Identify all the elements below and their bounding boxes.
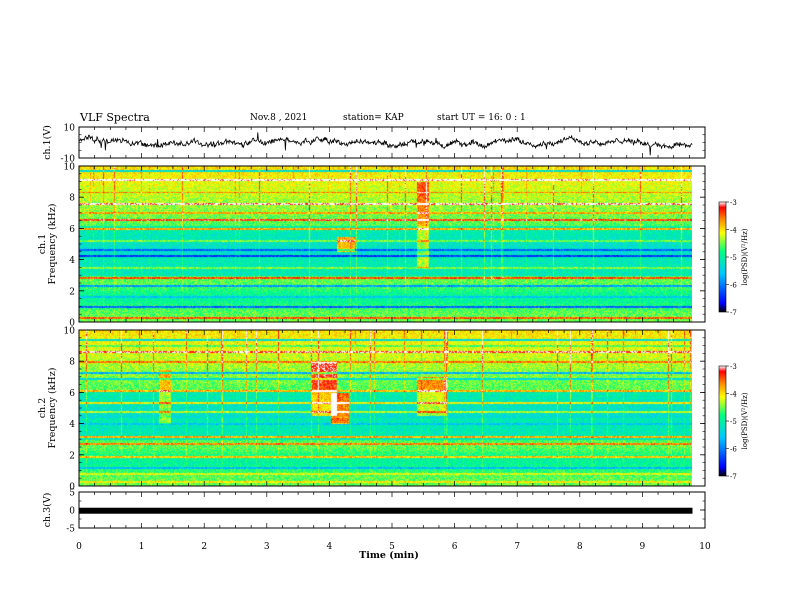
y-tick-label: 6 — [69, 225, 75, 235]
y-tick-label: 10 — [64, 327, 76, 337]
ch3-waveform-band — [79, 507, 693, 514]
y-axis-label: ch.1 — [37, 234, 48, 255]
x-tick-label: 7 — [514, 542, 520, 552]
x-tick-label: 2 — [201, 542, 207, 552]
y-tick-label: -10 — [61, 155, 76, 165]
colorbar-tick-label: -4 — [730, 391, 737, 399]
x-tick-label: 3 — [264, 542, 270, 552]
colorbar-tick-label: -6 — [730, 282, 737, 290]
colorbar-tick-label: -4 — [730, 227, 737, 235]
y-axis-label: ch.3(V) — [42, 493, 53, 528]
y-tick-label: 5 — [69, 489, 75, 499]
y-tick-label: 8 — [69, 358, 75, 368]
colorbar-2 — [718, 365, 727, 477]
spectrogram-ch2-spectrogram — [79, 330, 692, 486]
colorbar-tick-label: -5 — [730, 254, 737, 262]
y-tick-label: 0 — [69, 507, 75, 517]
start-time-label: start UT = 16: 0 : 1 — [437, 113, 526, 123]
x-tick-label: 9 — [640, 542, 646, 552]
date-label: Nov.8 , 2021 — [250, 113, 308, 123]
colorbar-tick-label: -7 — [730, 473, 737, 481]
y-axis-label: Frequency (kHz) — [47, 368, 58, 449]
x-tick-label: 8 — [577, 542, 583, 552]
y-tick-label: 0 — [69, 483, 75, 493]
y-tick-label: 6 — [69, 389, 75, 399]
station-label: station= KAP — [343, 113, 404, 123]
y-tick-label: 4 — [69, 256, 75, 266]
y-tick-label: 2 — [69, 451, 75, 461]
y-tick-label: 8 — [69, 194, 75, 204]
colorbar-tick-label: -6 — [730, 446, 737, 454]
y-axis-label: ch.1(V) — [42, 125, 53, 160]
colorbar-label: log(PSD)(V²/Hz) — [741, 228, 749, 285]
x-tick-label: 6 — [452, 542, 458, 552]
plot-title: VLF Spectra — [80, 111, 150, 124]
colorbar-tick-label: -7 — [730, 309, 737, 317]
x-tick-label: 10 — [699, 542, 711, 552]
y-tick-label: 4 — [69, 420, 75, 430]
spectrogram-ch1-spectrogram — [79, 166, 692, 322]
y-tick-label: 0 — [69, 319, 75, 329]
colorbar-tick-label: -3 — [730, 363, 737, 371]
colorbar-label: log(PSD)(V²/Hz) — [741, 392, 749, 449]
x-tick-label: 0 — [76, 542, 82, 552]
ch1-waveform-line — [78, 132, 693, 156]
colorbar-tick-label: -5 — [730, 418, 737, 426]
x-axis-label: Time (min) — [359, 550, 419, 561]
x-tick-label: 5 — [389, 542, 395, 552]
y-axis-label: Frequency (kHz) — [47, 204, 58, 285]
x-tick-label: 4 — [327, 542, 333, 552]
y-tick-label: 2 — [69, 287, 75, 297]
colorbar-1 — [718, 201, 727, 313]
y-tick-label: -5 — [66, 525, 75, 535]
x-tick-label: 1 — [139, 542, 145, 552]
y-tick-label: 10 — [64, 163, 76, 173]
y-axis-label: ch.2 — [37, 398, 48, 419]
y-tick-label: 10 — [64, 124, 76, 134]
colorbar-tick-label: -3 — [730, 199, 737, 207]
